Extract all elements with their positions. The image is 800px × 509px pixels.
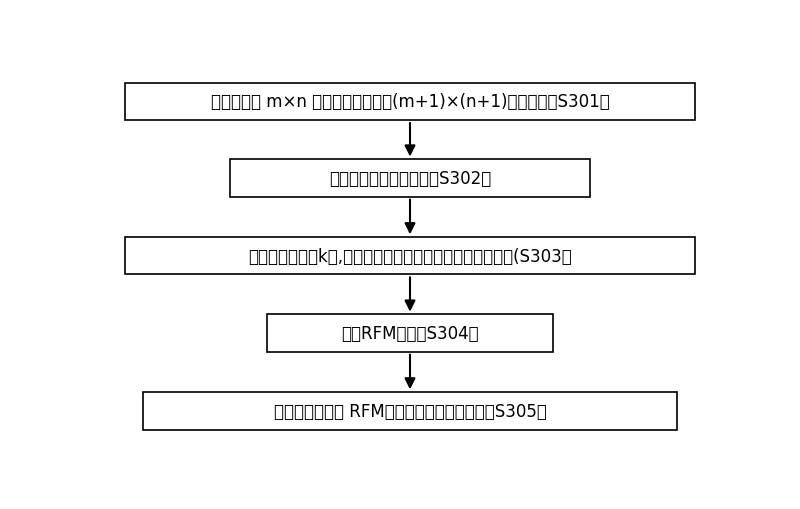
Text: 将影像高程分为k层,计算影像点在每层高程面上的地面坐标(S303）: 将影像高程分为k层,计算影像点在每层高程面上的地面坐标(S303） xyxy=(248,247,572,265)
Text: 将影像分成 m×n 个像方格网，得到(m+1)×(n+1)个影像点（S301）: 将影像分成 m×n 个像方格网，得到(m+1)×(n+1)个影像点（S301） xyxy=(210,93,610,111)
FancyBboxPatch shape xyxy=(125,83,695,121)
FancyBboxPatch shape xyxy=(143,392,677,430)
Text: 解算RFM系数（S304）: 解算RFM系数（S304） xyxy=(341,325,479,343)
FancyBboxPatch shape xyxy=(267,315,553,352)
Text: 精度检查，获得 RFM对严密模型的拟合精度（S305）: 精度检查，获得 RFM对严密模型的拟合精度（S305） xyxy=(274,402,546,420)
FancyBboxPatch shape xyxy=(230,160,590,197)
Text: 构建影像严密几何模型（S302）: 构建影像严密几何模型（S302） xyxy=(329,169,491,188)
FancyBboxPatch shape xyxy=(125,238,695,275)
